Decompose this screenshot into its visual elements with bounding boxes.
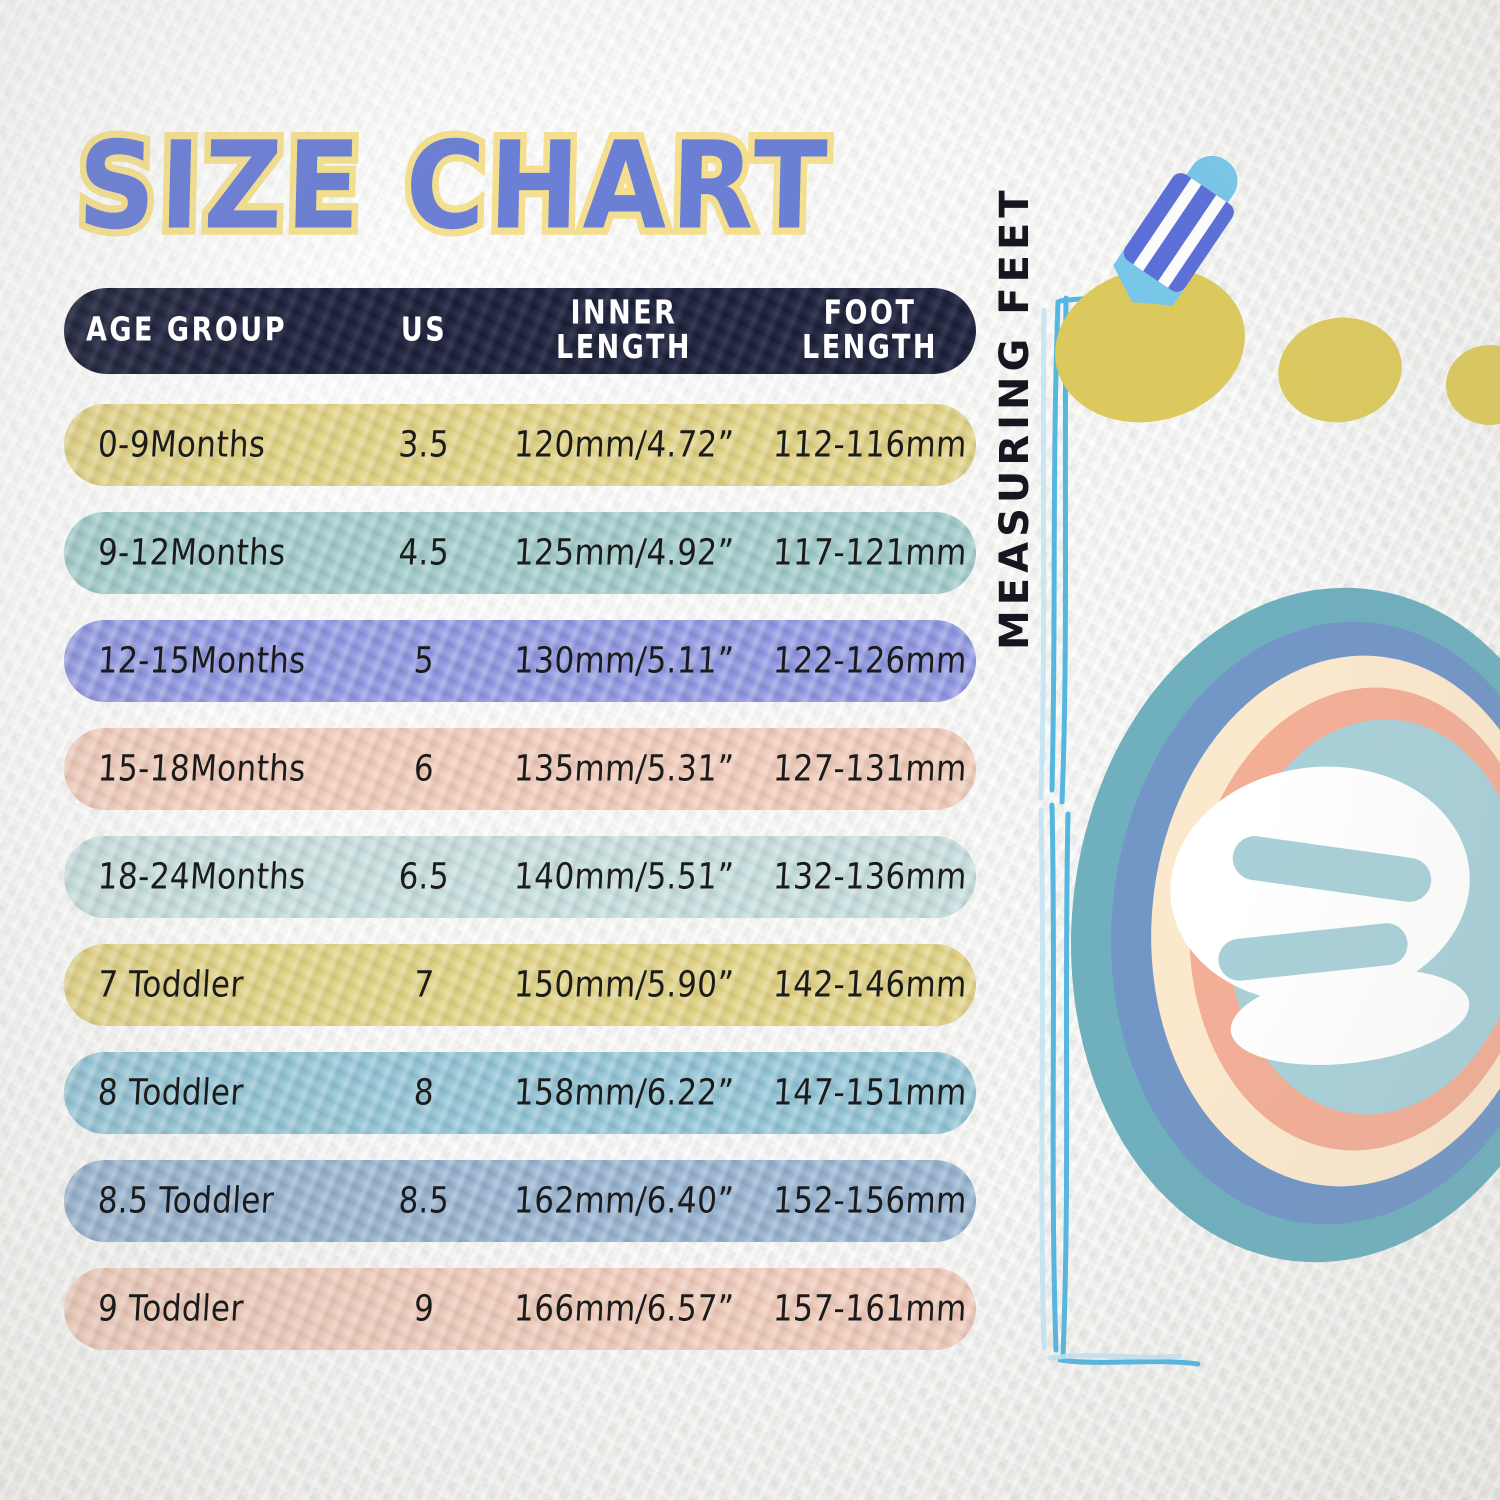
row-cell-inner-length: 150mm/5.90” <box>512 964 736 1006</box>
row-cell-foot-length: 117-121mm <box>771 532 969 574</box>
column-header-us: US <box>400 311 448 350</box>
row-cell-age-group: 9-12Months <box>96 532 287 574</box>
table-row: 7 Toddler 7 150mm/5.90” 142-146mm <box>64 944 976 1026</box>
table-row: 8 Toddler 8 158mm/6.22” 147-151mm <box>64 1052 976 1134</box>
column-header-foot-length-line1: FOOT <box>823 293 917 332</box>
row-cell-inner-length: 140mm/5.51” <box>512 856 736 898</box>
row-cell-us: 8 <box>412 1072 436 1114</box>
row-cell-us: 7 <box>412 964 436 1006</box>
row-cell-inner-length: 166mm/6.57” <box>512 1288 736 1330</box>
row-cell-us: 4.5 <box>397 532 451 574</box>
row-cell-inner-length: 158mm/6.22” <box>512 1072 736 1114</box>
row-cell-inner-length: 125mm/4.92” <box>512 532 736 574</box>
yellow-dots-icon <box>1055 267 1500 425</box>
row-cell-us: 5 <box>412 640 436 682</box>
page-title: SIZE CHART <box>69 110 839 264</box>
row-cell-inner-length: 130mm/5.11” <box>512 640 736 682</box>
row-cell-us: 8.5 <box>397 1180 451 1222</box>
illustration-group <box>1055 155 1500 1263</box>
row-cell-foot-length: 122-126mm <box>771 640 969 682</box>
row-cell-age-group: 7 Toddler <box>96 964 245 1006</box>
row-cell-foot-length: 132-136mm <box>771 856 969 898</box>
row-cell-age-group: 18-24Months <box>96 856 308 898</box>
column-header-age-group: AGE GROUP <box>86 311 288 350</box>
column-header-inner-length: INNER LENGTH <box>484 293 764 367</box>
footprint-icon <box>1170 766 1470 1065</box>
row-cell-us: 6 <box>412 748 436 790</box>
row-cell-foot-length: 152-156mm <box>771 1180 969 1222</box>
column-header-inner-length-line2: LENGTH <box>556 328 692 367</box>
column-header-foot-length: FOOT LENGTH <box>764 293 976 367</box>
table-rows-container: 0-9Months 3.5 120mm/4.72” 112-116mm 9-12Mont… <box>64 404 976 1350</box>
column-header-inner-length-line1: INNER <box>570 293 678 332</box>
row-cell-age-group: 9 Toddler <box>96 1288 245 1330</box>
size-chart-table: AGE GROUP US INNER LENGTH FOOT LENGTH 0-… <box>64 288 976 1376</box>
row-cell-us: 3.5 <box>397 424 451 466</box>
row-cell-foot-length: 127-131mm <box>771 748 969 790</box>
table-row: 12-15Months 5 130mm/5.11” 122-126mm <box>64 620 976 702</box>
table-row: 15-18Months 6 135mm/5.31” 127-131mm <box>64 728 976 810</box>
row-cell-age-group: 12-15Months <box>96 640 308 682</box>
pencil-icon <box>1113 155 1238 306</box>
row-cell-foot-length: 157-161mm <box>771 1288 969 1330</box>
row-cell-inner-length: 120mm/4.72” <box>512 424 736 466</box>
column-header-foot-length-line2: LENGTH <box>802 328 938 367</box>
row-cell-age-group: 0-9Months <box>96 424 267 466</box>
row-cell-foot-length: 147-151mm <box>771 1072 969 1114</box>
table-row: 8.5 Toddler 8.5 162mm/6.40” 152-156mm <box>64 1160 976 1242</box>
table-row: 9 Toddler 9 166mm/6.57” 157-161mm <box>64 1268 976 1350</box>
table-row: 0-9Months 3.5 120mm/4.72” 112-116mm <box>64 404 976 486</box>
row-cell-us: 9 <box>412 1288 436 1330</box>
page-title-container: SIZE CHART <box>69 110 908 264</box>
row-cell-foot-length: 142-146mm <box>771 964 969 1006</box>
row-cell-foot-length: 112-116mm <box>771 424 969 466</box>
table-row: 18-24Months 6.5 140mm/5.51” 132-136mm <box>64 836 976 918</box>
row-cell-age-group: 15-18Months <box>96 748 308 790</box>
table-header-row: AGE GROUP US INNER LENGTH FOOT LENGTH <box>64 288 976 374</box>
row-cell-age-group: 8 Toddler <box>96 1072 245 1114</box>
row-cell-us: 6.5 <box>397 856 451 898</box>
table-row: 9-12Months 4.5 125mm/4.92” 117-121mm <box>64 512 976 594</box>
row-cell-inner-length: 135mm/5.31” <box>512 748 736 790</box>
row-cell-age-group: 8.5 Toddler <box>96 1180 276 1222</box>
row-cell-inner-length: 162mm/6.40” <box>512 1180 736 1222</box>
